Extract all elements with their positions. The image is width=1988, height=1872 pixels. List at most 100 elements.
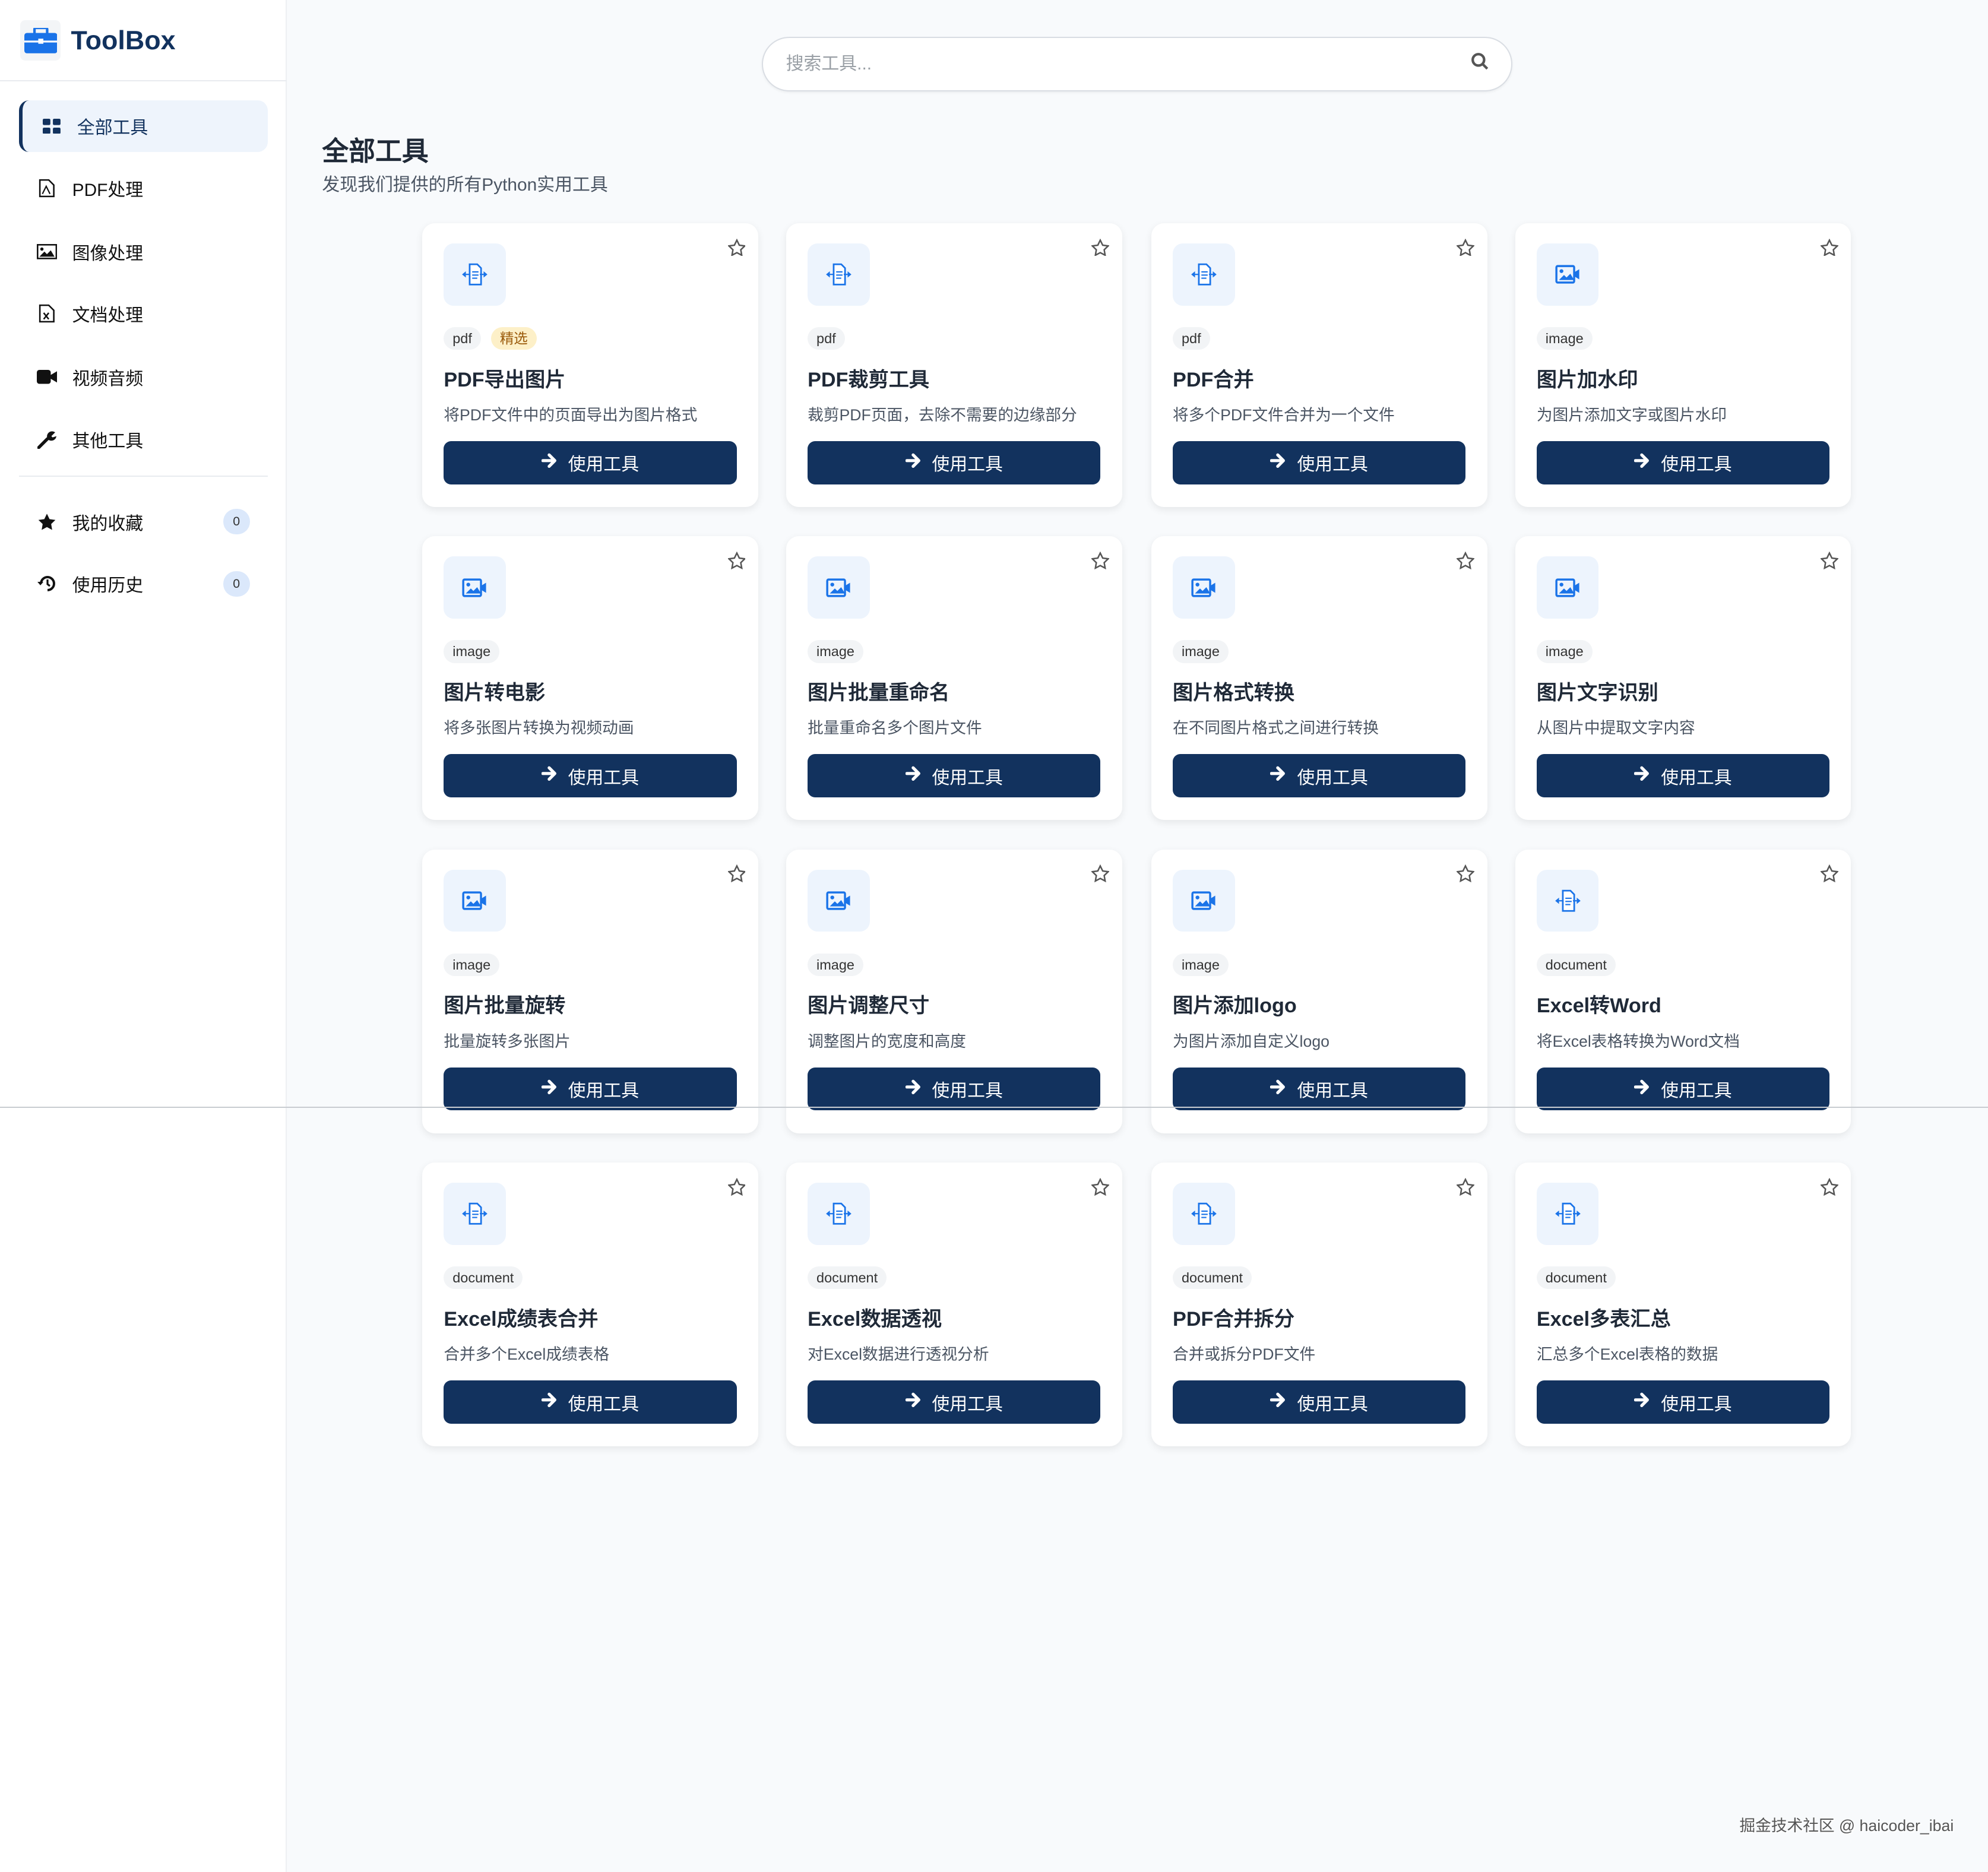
use-tool-label: 使用工具 <box>1297 1081 1368 1101</box>
divider <box>19 475 268 477</box>
arrow-right-icon <box>541 766 558 786</box>
favorite-star-icon[interactable] <box>1820 238 1840 261</box>
favorite-star-icon[interactable] <box>1456 551 1476 575</box>
tool-card: document PDF合并拆分 合并或拆分PDF文件 使用工具 <box>1151 1162 1487 1447</box>
search-input[interactable] <box>786 53 1471 74</box>
image-icon <box>808 556 870 619</box>
arrow-right-icon <box>905 452 922 473</box>
favorite-star-icon[interactable] <box>727 864 746 888</box>
tool-card: document Excel多表汇总 汇总多个Excel表格的数据 使用工具 <box>1515 1162 1851 1447</box>
use-tool-button[interactable]: 使用工具 <box>1173 1067 1466 1111</box>
toolbox-icon <box>20 20 61 61</box>
use-tool-button[interactable]: 使用工具 <box>1536 441 1830 484</box>
use-tool-label: 使用工具 <box>932 455 1003 475</box>
use-tool-button[interactable]: 使用工具 <box>1536 754 1830 798</box>
favorite-star-icon[interactable] <box>1820 551 1840 575</box>
image-icon <box>1173 556 1235 619</box>
logo[interactable]: ToolBox <box>20 20 176 61</box>
tool-description: 汇总多个Excel表格的数据 <box>1536 1345 1718 1364</box>
use-tool-button[interactable]: 使用工具 <box>1536 1067 1830 1111</box>
favorite-star-icon[interactable] <box>727 551 746 575</box>
image-icon <box>1173 869 1235 932</box>
sidebar-item-label: 使用历史 <box>72 576 144 596</box>
use-tool-button[interactable]: 使用工具 <box>1173 754 1466 798</box>
video-icon <box>36 367 58 387</box>
page-title: 全部工具 <box>322 135 429 166</box>
favorite-star-icon[interactable] <box>1091 864 1110 888</box>
use-tool-button[interactable]: 使用工具 <box>444 441 737 484</box>
arrow-right-icon <box>1634 1392 1651 1412</box>
favorite-star-icon[interactable] <box>1820 1177 1840 1201</box>
use-tool-label: 使用工具 <box>1661 1394 1732 1414</box>
sidebar-item-3[interactable]: 文档处理 <box>19 288 267 340</box>
image-icon <box>444 869 506 932</box>
sidebar-item-4[interactable]: 视频音频 <box>19 351 267 403</box>
use-tool-label: 使用工具 <box>568 455 640 475</box>
search-icon[interactable] <box>1471 52 1489 75</box>
sidebar-item-history[interactable]: 使用历史 0 <box>19 558 267 610</box>
use-tool-label: 使用工具 <box>1661 768 1732 788</box>
use-tool-button[interactable]: 使用工具 <box>1173 441 1466 484</box>
favorite-star-icon[interactable] <box>727 1177 746 1201</box>
use-tool-label: 使用工具 <box>568 1081 640 1101</box>
use-tool-button[interactable]: 使用工具 <box>444 754 737 798</box>
sidebar-item-0[interactable]: 全部工具 <box>19 100 268 153</box>
tool-card: image 图片添加logo 为图片添加自定义logo 使用工具 <box>1151 849 1487 1133</box>
file-convert-icon <box>444 1183 506 1245</box>
tool-title: Excel转Word <box>1536 994 1661 1018</box>
tool-card: document Excel数据透视 对Excel数据进行透视分析 使用工具 <box>786 1162 1122 1447</box>
divider <box>0 80 287 81</box>
tool-card: pdf PDF合并 将多个PDF文件合并为一个文件 使用工具 <box>1151 223 1487 508</box>
use-tool-button[interactable]: 使用工具 <box>808 754 1101 798</box>
use-tool-button[interactable]: 使用工具 <box>808 1067 1101 1111</box>
sidebar-item-label: 图像处理 <box>72 243 144 264</box>
image-icon <box>1536 243 1599 306</box>
category-tag: image <box>444 953 500 977</box>
tool-card: image 图片格式转换 在不同图片格式之间进行转换 使用工具 <box>1151 536 1487 821</box>
sidebar-item-1[interactable]: PDF处理 <box>19 162 267 214</box>
arrow-right-icon <box>1270 1392 1287 1412</box>
search-bar[interactable] <box>762 36 1513 91</box>
tool-description: 裁剪PDF页面，去除不需要的边缘部分 <box>808 406 1077 424</box>
arrow-right-icon <box>905 1392 922 1412</box>
favorite-star-icon[interactable] <box>1456 1177 1476 1201</box>
category-tag: image <box>1536 327 1593 350</box>
tool-card: image 图片批量重命名 批量重命名多个图片文件 使用工具 <box>786 536 1122 821</box>
favorite-star-icon[interactable] <box>1091 1177 1110 1201</box>
arrow-right-icon <box>905 766 922 786</box>
favorite-star-icon[interactable] <box>1456 238 1476 261</box>
arrow-right-icon <box>541 1079 558 1099</box>
use-tool-button[interactable]: 使用工具 <box>1536 1380 1830 1424</box>
page-subtitle: 发现我们提供的所有Python实用工具 <box>322 175 608 195</box>
tool-title: Excel多表汇总 <box>1536 1307 1671 1331</box>
file-pdf-icon <box>37 178 57 198</box>
tool-card: image 图片调整尺寸 调整图片的宽度和高度 使用工具 <box>786 849 1122 1133</box>
category-tag: image <box>1536 640 1593 663</box>
tool-card: document Excel转Word 将Excel表格转换为Word文档 使用… <box>1515 849 1851 1133</box>
favorite-star-icon[interactable] <box>727 238 746 261</box>
favorite-star-icon[interactable] <box>1820 864 1840 888</box>
favorite-star-icon[interactable] <box>1456 864 1476 888</box>
favorite-star-icon[interactable] <box>1091 551 1110 575</box>
category-tag: pdf <box>444 327 481 350</box>
tool-card: image 图片转电影 将多张图片转换为视频动画 使用工具 <box>422 536 758 821</box>
use-tool-button[interactable]: 使用工具 <box>808 441 1101 484</box>
sidebar-item-favorites[interactable]: 我的收藏 0 <box>19 496 267 548</box>
use-tool-button[interactable]: 使用工具 <box>444 1380 737 1424</box>
category-tag: pdf <box>1173 327 1210 350</box>
arrow-right-icon <box>1270 452 1287 473</box>
tool-title: 图片批量旋转 <box>444 994 566 1018</box>
sidebar-item-2[interactable]: 图像处理 <box>19 226 267 278</box>
app-name: ToolBox <box>71 25 176 56</box>
category-tag: document <box>1173 1266 1252 1290</box>
tool-description: 调整图片的宽度和高度 <box>808 1032 966 1050</box>
use-tool-button[interactable]: 使用工具 <box>444 1067 737 1111</box>
use-tool-button[interactable]: 使用工具 <box>808 1380 1101 1424</box>
favorite-star-icon[interactable] <box>1091 238 1110 261</box>
sidebar-item-5[interactable]: 其他工具 <box>19 413 267 465</box>
category-tag: image <box>444 640 500 663</box>
arrow-right-icon <box>1634 1079 1651 1099</box>
use-tool-label: 使用工具 <box>568 768 640 788</box>
use-tool-button[interactable]: 使用工具 <box>1173 1380 1466 1424</box>
